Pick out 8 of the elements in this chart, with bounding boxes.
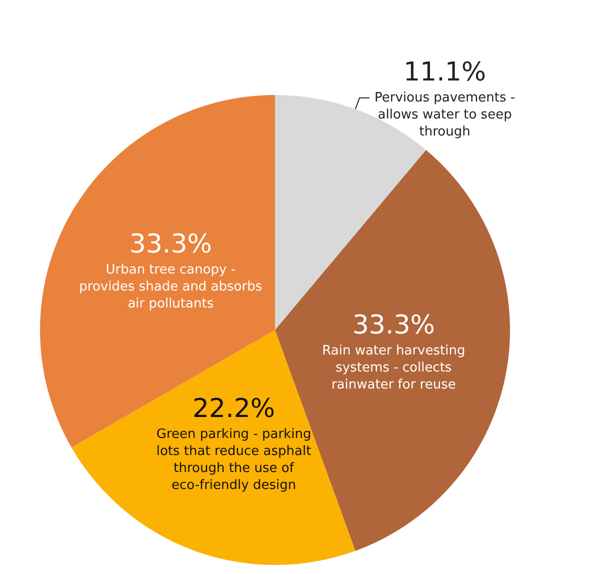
slice-label: Urban tree canopy - provides shade and absorbs air pollutants: [79, 262, 262, 312]
data-label: 11.1%: [403, 57, 486, 88]
data-label: 33.3%: [352, 310, 435, 340]
slice-label: Green parking - parking lots that reduce asphalt through the use of eco-friendly design: [156, 427, 312, 494]
slice-label: Rain water harvesting systems - collects rainwater for reuse: [322, 343, 466, 392]
data-label: 33.3%: [129, 229, 212, 260]
data-label: 22.2%: [192, 394, 276, 424]
slice-label: Pervious pavements - allows water to seep through: [374, 90, 516, 140]
